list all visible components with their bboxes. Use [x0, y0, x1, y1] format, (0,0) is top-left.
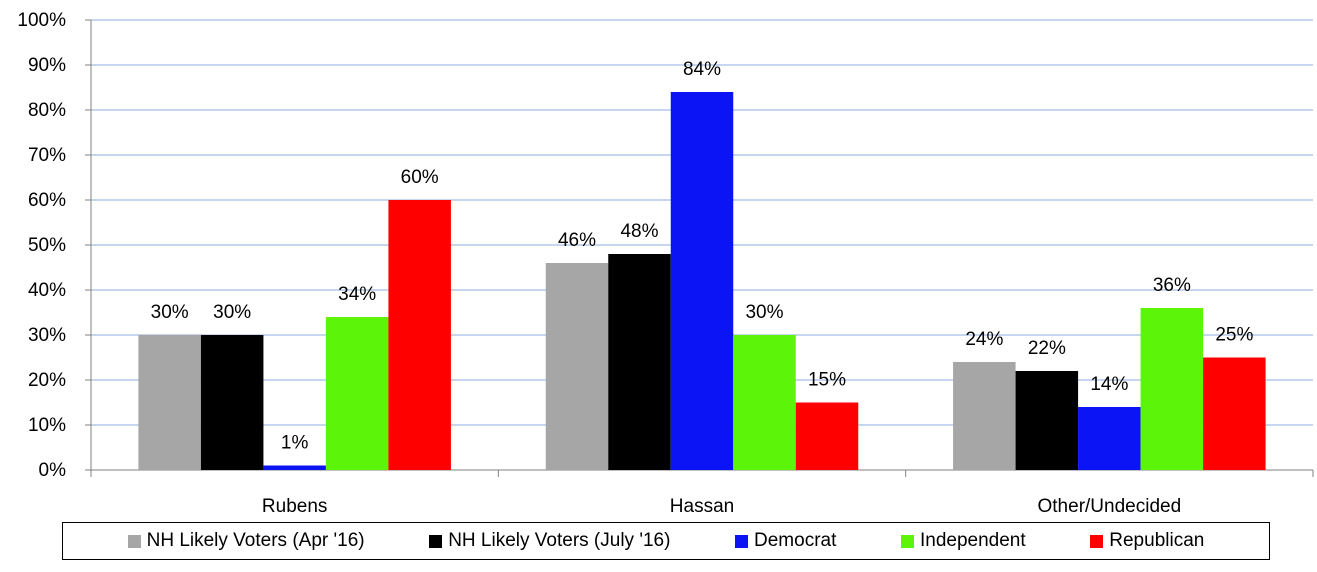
data-label: 15% — [808, 370, 846, 391]
x-tick-label: Rubens — [262, 496, 328, 517]
legend-swatch-republican — [1090, 534, 1104, 548]
bar — [200, 335, 264, 470]
y-tick-label: 80% — [28, 100, 66, 121]
data-label: 60% — [401, 167, 439, 188]
bar — [1078, 407, 1141, 470]
bar — [733, 335, 796, 470]
y-tick-label: 10% — [28, 415, 66, 436]
y-tick-label: 50% — [28, 235, 66, 256]
bar — [138, 335, 201, 470]
y-tick-label: 40% — [28, 280, 66, 301]
y-tick-label: 20% — [28, 370, 66, 391]
data-label: 24% — [965, 329, 1003, 350]
data-label: 14% — [1090, 374, 1128, 395]
legend: NH Likely Voters (Apr '16) NH Likely Vot… — [62, 522, 1270, 560]
bar — [1140, 308, 1204, 470]
y-tick-label: 70% — [28, 145, 66, 166]
bar — [795, 402, 859, 470]
bar — [670, 92, 734, 470]
bar — [953, 362, 1016, 470]
data-label: 1% — [281, 433, 309, 454]
legend-swatch-independent — [900, 534, 914, 548]
y-tick-label: 100% — [17, 10, 66, 31]
legend-label-independent: Independent — [919, 530, 1026, 551]
bar — [545, 263, 609, 470]
data-label: 30% — [745, 302, 783, 323]
data-label: 36% — [1153, 275, 1191, 296]
bar — [1203, 357, 1266, 470]
data-label: 48% — [620, 221, 658, 242]
legend-item-july: NH Likely Voters (July '16) — [429, 530, 670, 552]
x-tick-label: Other/Undecided — [1038, 496, 1182, 517]
x-tick-label: Hassan — [670, 496, 734, 517]
legend-item-republican: Republican — [1090, 530, 1204, 552]
bar — [1015, 371, 1079, 470]
y-tick-label: 30% — [28, 325, 66, 346]
y-tick-label: 0% — [39, 460, 67, 481]
y-tick-label: 90% — [28, 55, 66, 76]
data-label: 34% — [338, 284, 376, 305]
data-label: 30% — [151, 302, 189, 323]
legend-swatch-july — [429, 534, 443, 548]
legend-label-democrat: Democrat — [754, 530, 837, 551]
legend-label-apr: NH Likely Voters (Apr '16) — [146, 530, 365, 551]
legend-label-july: NH Likely Voters (July '16) — [448, 530, 671, 551]
legend-swatch-democrat — [735, 534, 749, 548]
legend-label-republican: Republican — [1109, 530, 1205, 551]
bar — [608, 254, 671, 470]
y-tick-label: 60% — [28, 190, 66, 211]
data-label: 30% — [213, 302, 251, 323]
bar — [388, 200, 451, 470]
legend-swatch-apr — [127, 534, 141, 548]
legend-item-democrat: Democrat — [735, 530, 836, 552]
bar — [263, 465, 326, 470]
data-label: 84% — [683, 59, 721, 80]
legend-item-independent: Independent — [900, 530, 1026, 552]
data-label: 22% — [1028, 338, 1066, 359]
data-label: 25% — [1215, 325, 1253, 346]
legend-item-apr: NH Likely Voters (Apr '16) — [127, 530, 365, 552]
data-label: 46% — [558, 230, 596, 251]
bar — [325, 317, 389, 470]
